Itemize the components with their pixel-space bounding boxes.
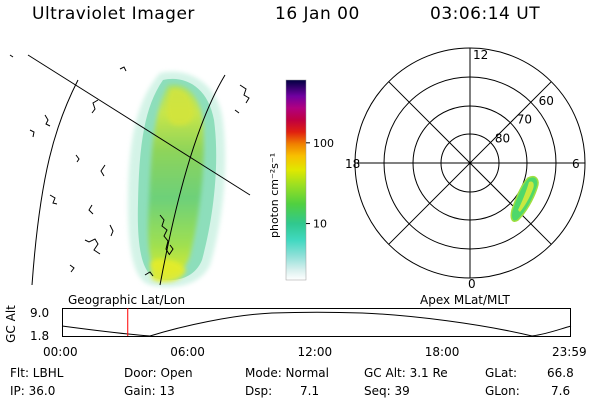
mlt-label-18: 18 [345,157,360,171]
seq-info: Seq: 39 [364,384,410,398]
geographic-image [9,54,251,288]
geographic-caption: Geographic Lat/Lon [68,293,186,307]
polar-spokes [355,48,585,278]
mlt-label-0: 0 [468,277,476,291]
glat-value: 66.8 [547,366,574,380]
aurora-bright-top [166,88,195,126]
observation-time: 03:06:14 UT [430,4,541,24]
glon-info: GLon: [485,384,520,398]
lat-lon-grid-line [31,79,79,286]
gain-info: Gain: 13 [124,384,175,398]
dsp-value: 7.1 [300,384,320,398]
coastlines [9,54,250,277]
door-info: Door: Open [124,366,193,380]
timeline-xtick-label: 12:00 [297,345,333,359]
timeline-xtick-label: 06:00 [170,345,205,359]
latitude-label: 60 [539,94,554,108]
glat-info: GLat: [485,366,518,380]
timeline-ylabel: GC Alt [4,305,18,343]
ip-info: IP: 36.0 [10,384,56,398]
colorbar-gradient [285,79,307,281]
altitude-curve [61,311,572,337]
instrument-title: Ultraviolet Imager [32,4,195,24]
altitude-timeline [61,308,572,337]
colorbar-ticks: 100 10 [306,137,334,231]
colorbar: 100 10 photon cm⁻²s⁻¹ [268,79,334,281]
dsp-info: Dsp: [245,384,273,398]
gc-alt-info: GC Alt: 3.1 Re [364,366,448,380]
colorbar-unit-label: photon cm⁻²s⁻¹ [268,153,281,238]
latitude-labels: 60 70 80 [495,94,554,145]
mode-info: Mode: Normal [245,366,329,380]
apex-caption: Apex MLat/MLT [420,293,510,307]
timeline-frame [62,308,571,337]
observation-date: 16 Jan 00 [275,4,360,24]
timeline-ytick-bottom: 1.8 [30,329,50,343]
polar-plot: 12 18 6 0 60 70 80 [345,47,586,291]
mlt-label-12: 12 [473,48,488,62]
colorbar-tick-label: 10 [313,218,327,231]
lat-lon-grid-line [159,74,226,286]
glon-value: 7.6 [551,384,571,398]
filter-info: Flt: LBHL [10,366,64,380]
colorbar-tick-label: 100 [313,137,334,150]
aurora-bright-bottom [150,259,186,283]
timeline-xtick-label: 23:59 [552,345,587,359]
timeline-ytick-top: 9.0 [30,306,50,320]
latitude-label: 80 [495,131,510,145]
timeline-xtick-label: 18:00 [424,345,460,359]
mlt-label-6: 6 [572,157,580,171]
lat-lon-grid-line [27,54,251,196]
timeline-xtick-label: 00:00 [43,345,78,359]
aurora-oval-highlight [518,181,534,212]
latitude-label: 70 [517,113,532,127]
